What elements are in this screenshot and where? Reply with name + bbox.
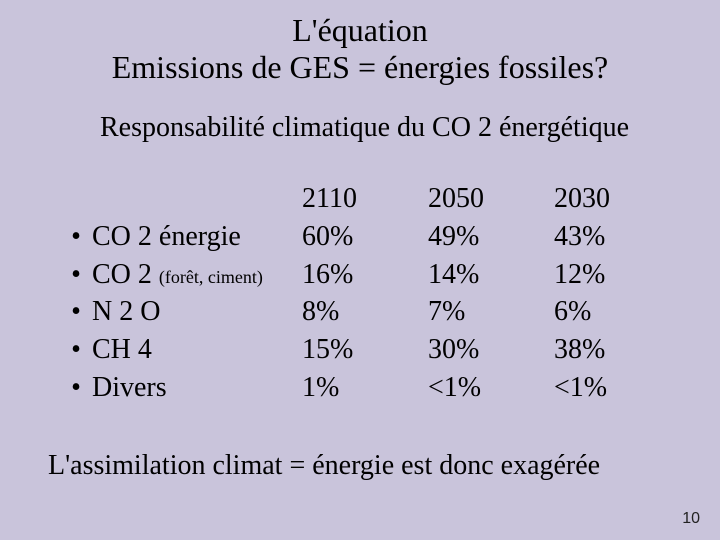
data-table: 2110 2050 2030 • CO 2 énergie 60% 49% 43…: [60, 180, 680, 407]
cell: 60%: [302, 218, 428, 256]
row-label: Divers: [92, 369, 302, 407]
bullet-icon: •: [60, 218, 92, 256]
cell: <1%: [554, 369, 680, 407]
row-label: CO 2 énergie: [92, 218, 302, 256]
col-header: 2110: [302, 180, 428, 218]
slide-title: L'équation Emissions de GES = énergies f…: [0, 0, 720, 86]
bullet-icon: •: [60, 369, 92, 407]
row-label: CO 2 (forêt, ciment): [92, 256, 302, 294]
table-header-row: 2110 2050 2030: [60, 180, 680, 218]
cell: 49%: [428, 218, 554, 256]
cell: 14%: [428, 256, 554, 294]
cell: 12%: [554, 256, 680, 294]
cell: 1%: [302, 369, 428, 407]
cell: 15%: [302, 331, 428, 369]
label-small: (forêt, ciment): [159, 267, 263, 287]
label-main: CH 4: [92, 334, 152, 365]
cell: 38%: [554, 331, 680, 369]
row-label: CH 4: [92, 331, 302, 369]
table-row: • Divers 1% <1% <1%: [60, 369, 680, 407]
cell: 43%: [554, 218, 680, 256]
bullet-icon: •: [60, 256, 92, 294]
table-row: • CH 4 15% 30% 38%: [60, 331, 680, 369]
bullet-icon: •: [60, 331, 92, 369]
cell: 6%: [554, 293, 680, 331]
cell: 30%: [428, 331, 554, 369]
cell: <1%: [428, 369, 554, 407]
slide-subtitle: Responsabilité climatique du CO 2 énergé…: [0, 86, 720, 144]
page-number: 10: [682, 510, 700, 528]
title-line-1: L'équation: [0, 12, 720, 49]
label-main: Divers: [92, 372, 167, 403]
table-row: • N 2 O 8% 7% 6%: [60, 293, 680, 331]
cell: 8%: [302, 293, 428, 331]
title-line-2: Emissions de GES = énergies fossiles?: [0, 49, 720, 86]
label-main: CO 2: [92, 259, 159, 290]
table-row: • CO 2 énergie 60% 49% 43%: [60, 218, 680, 256]
table-row: • CO 2 (forêt, ciment) 16% 14% 12%: [60, 256, 680, 294]
cell: 16%: [302, 256, 428, 294]
slide: L'équation Emissions de GES = énergies f…: [0, 0, 720, 540]
label-main: CO 2 énergie: [92, 221, 241, 252]
col-header: 2030: [554, 180, 680, 218]
bullet-icon: •: [60, 293, 92, 331]
row-label: N 2 O: [92, 293, 302, 331]
cell: 7%: [428, 293, 554, 331]
label-main: N 2 O: [92, 296, 160, 327]
col-header: 2050: [428, 180, 554, 218]
footer-text: L'assimilation climat = énergie est donc…: [48, 450, 600, 482]
